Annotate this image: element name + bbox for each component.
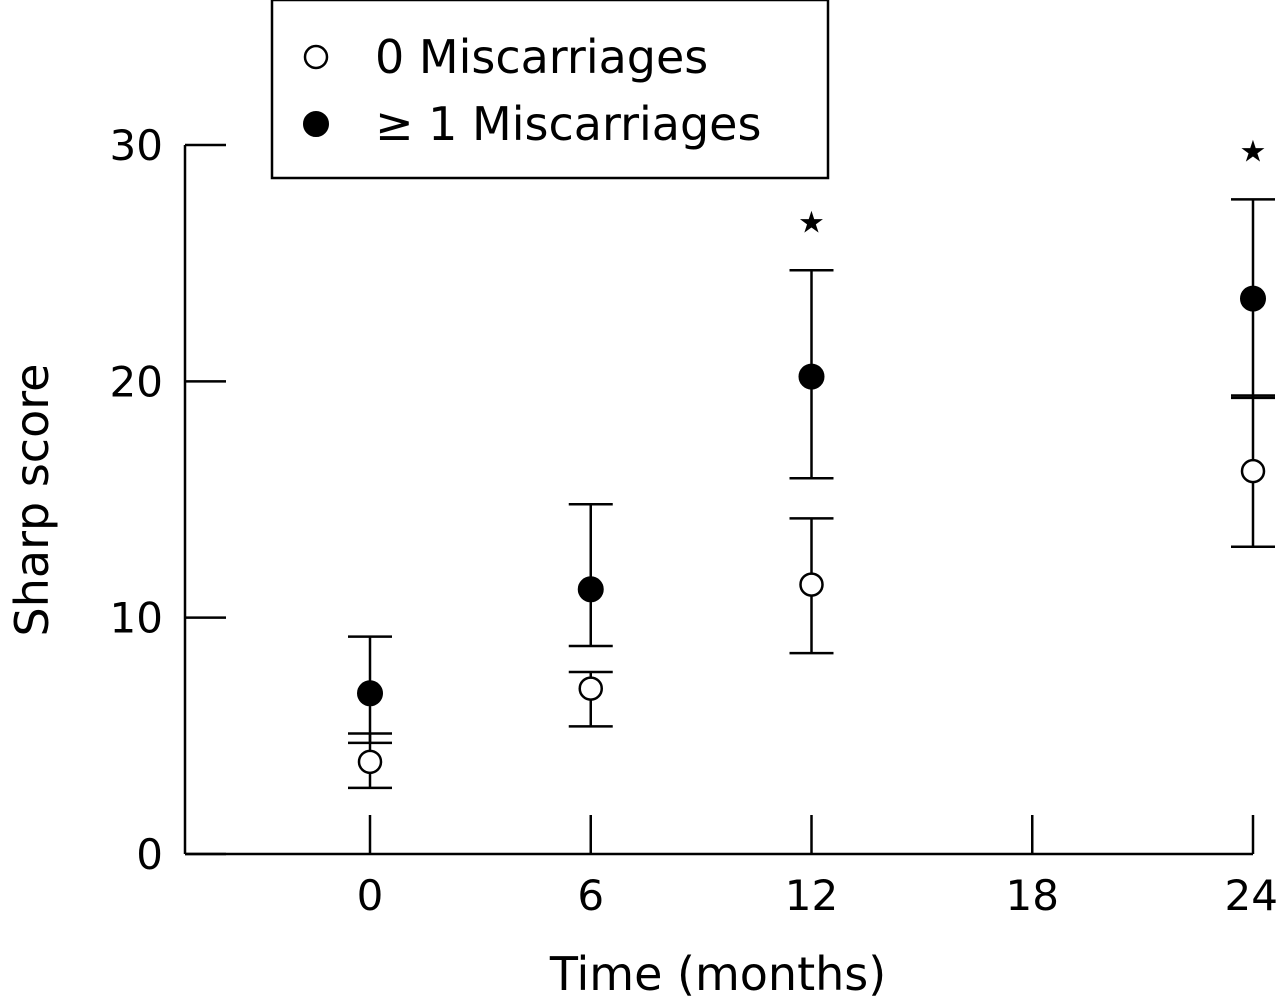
significance-star: ★ bbox=[1240, 134, 1267, 169]
x-tick-label: 18 bbox=[1006, 871, 1059, 920]
data-point-open bbox=[357, 749, 383, 775]
legend-marker-filled-circle bbox=[303, 111, 329, 137]
y-ticks: 0 10 20 30 bbox=[110, 121, 226, 879]
data-point-open bbox=[578, 676, 603, 701]
data-points bbox=[357, 285, 1266, 775]
y-axis-title: Sharp score bbox=[5, 364, 59, 637]
legend-marker-open-circle bbox=[303, 44, 329, 70]
data-point-open bbox=[1240, 458, 1266, 484]
error-bars bbox=[348, 198, 1275, 790]
legend: 0 Miscarriages ≥ 1 Miscarriages bbox=[270, 0, 830, 180]
x-tick-label: 0 bbox=[357, 871, 384, 920]
significance-markers: ★★ bbox=[798, 134, 1266, 240]
data-point-filled bbox=[357, 680, 383, 707]
x-axis-title: Time (months) bbox=[549, 947, 886, 1001]
data-point-filled bbox=[798, 363, 825, 390]
y-tick-label: 20 bbox=[110, 357, 163, 406]
axes bbox=[183, 145, 1253, 856]
y-tick-label: 0 bbox=[136, 830, 163, 879]
significance-star: ★ bbox=[798, 205, 825, 240]
x-ticks: 0 6 12 18 24 bbox=[357, 815, 1278, 920]
x-tick-label: 24 bbox=[1225, 871, 1278, 920]
legend-label-series-1: 0 Miscarriages bbox=[375, 30, 708, 84]
y-tick-label: 10 bbox=[110, 594, 163, 643]
data-point-filled bbox=[1240, 285, 1266, 312]
x-tick-label: 12 bbox=[785, 871, 838, 920]
legend-label-series-2: ≥ 1 Miscarriages bbox=[375, 97, 761, 151]
data-point-filled bbox=[577, 576, 604, 603]
data-point-open bbox=[799, 572, 824, 597]
y-tick-label: 30 bbox=[110, 121, 163, 170]
legend-box bbox=[270, 0, 830, 180]
x-tick-label: 6 bbox=[577, 871, 604, 920]
